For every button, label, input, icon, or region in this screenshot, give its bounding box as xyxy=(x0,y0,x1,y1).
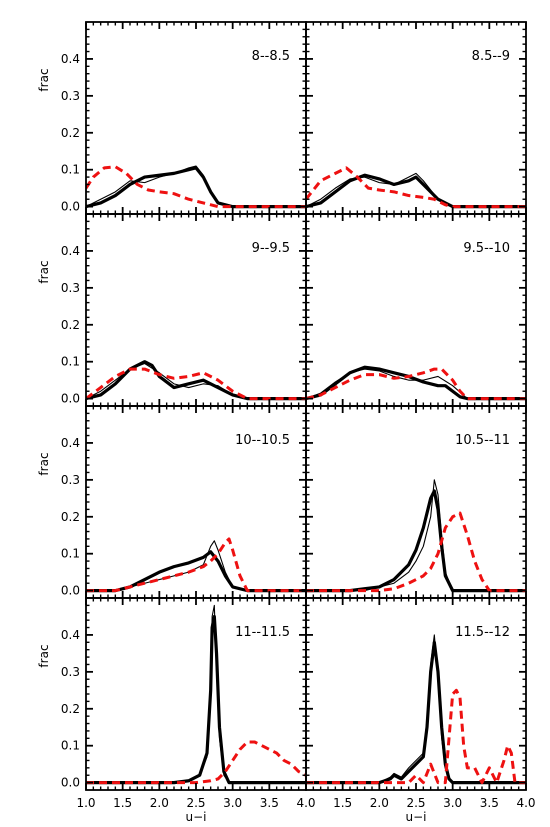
panel-11-11.5: 11--11.5 0.0 0.1 0.2 0.3 0.4 frac 1.0 1.5 2.0 2.5 3… xyxy=(37,597,316,824)
panel-10-10.5: 10--10.5 0.0 0.1 0.2 0.3 0.4 frac xyxy=(37,405,307,599)
x-tick-label: 4.0 xyxy=(516,796,535,810)
y-tick-label: 0.0 xyxy=(61,392,80,406)
series-thick-black xyxy=(86,550,306,593)
series-thick-black xyxy=(86,360,306,401)
series-thick-black xyxy=(306,640,526,785)
y-tick-label: 0.0 xyxy=(61,200,80,214)
panel-label: 9.5--10 xyxy=(463,241,510,256)
series-group xyxy=(306,365,526,401)
y-tick-label: 0.0 xyxy=(61,776,80,790)
series-thin-black xyxy=(86,362,306,400)
panel-label: 11.5--12 xyxy=(455,625,510,640)
series-red-dashed xyxy=(86,367,306,401)
panel-label: 10.5--11 xyxy=(455,433,510,448)
series-group xyxy=(86,537,306,593)
series-group xyxy=(306,634,526,785)
y-axis-label: frac xyxy=(37,68,51,91)
series-thin-black xyxy=(306,172,526,208)
series-group xyxy=(306,166,526,209)
series-red-dashed xyxy=(306,367,526,401)
panel-label: 9--9.5 xyxy=(252,241,290,256)
x-tick-label: 2.5 xyxy=(406,796,425,810)
series-thin-black xyxy=(86,604,306,784)
series-red-dashed xyxy=(306,511,526,593)
series-thin-black xyxy=(306,479,526,592)
y-tick-label: 0.2 xyxy=(61,510,80,524)
y-tick-label: 0.1 xyxy=(61,547,80,561)
series-group xyxy=(306,479,526,593)
y-tick-label: 0.2 xyxy=(61,702,80,716)
series-thin-black xyxy=(86,540,306,592)
series-thick-black xyxy=(86,166,306,209)
x-axis-label: u−i xyxy=(406,810,427,824)
y-tick-label: 0.1 xyxy=(61,355,80,369)
x-tick-label: 3.5 xyxy=(260,796,279,810)
y-axis-label: frac xyxy=(37,644,51,667)
series-red-dashed xyxy=(86,165,306,209)
x-tick-label: 1.5 xyxy=(333,796,352,810)
panel-8-8.5: 8--8.5 0.0 0.1 0.2 0.3 0.4 frac xyxy=(37,21,307,215)
series-thick-black xyxy=(306,365,526,401)
y-tick-label: 0.3 xyxy=(61,665,80,679)
y-tick-label: 0.4 xyxy=(61,244,80,258)
series-thick-black xyxy=(306,173,526,209)
panel-10.5-11: 10.5--11 xyxy=(305,405,527,599)
x-tick-label: 1.5 xyxy=(113,796,132,810)
series-red-dashed xyxy=(306,166,526,209)
x-tick-label: 2.0 xyxy=(370,796,389,810)
series-thin-black xyxy=(86,165,306,208)
series-group xyxy=(86,165,306,209)
y-tick-label: 0.4 xyxy=(61,436,80,450)
x-tick-label: 1.0 xyxy=(76,796,95,810)
y-tick-label: 0.3 xyxy=(61,281,80,295)
y-tick-label: 0.2 xyxy=(61,318,80,332)
y-axis-label: frac xyxy=(37,260,51,283)
series-thick-black xyxy=(306,489,526,593)
y-tick-label: 0.4 xyxy=(61,52,80,66)
plot-layer: 8--8.5 0.0 0.1 0.2 0.3 0.4 frac 8.5--9 9--9.5 0.0… xyxy=(37,21,536,824)
series-group xyxy=(86,604,306,785)
panel-9.5-10: 9.5--10 xyxy=(305,213,527,407)
panel-label: 10--10.5 xyxy=(235,433,290,448)
x-tick-label: 3.0 xyxy=(443,796,462,810)
y-tick-label: 0.3 xyxy=(61,89,80,103)
series-thin-black xyxy=(306,634,526,784)
y-tick-label: 0.4 xyxy=(61,628,80,642)
x-axis-label: u−i xyxy=(186,810,207,824)
series-thin-black xyxy=(306,368,526,400)
panel-label: 11--11.5 xyxy=(235,625,290,640)
x-tick-label: 3.5 xyxy=(480,796,499,810)
y-tick-label: 0.1 xyxy=(61,739,80,753)
panel-9-9.5: 9--9.5 0.0 0.1 0.2 0.3 0.4 frac xyxy=(37,213,307,407)
y-tick-label: 0.2 xyxy=(61,126,80,140)
panel-label: 8--8.5 xyxy=(252,49,290,64)
y-tick-label: 0.3 xyxy=(61,473,80,487)
series-group xyxy=(86,360,306,401)
panel-11.5-12: 11.5--12 1.5 2.0 2.5 3.0 3.5 4.0 u−i xyxy=(305,597,536,824)
y-tick-label: 0.0 xyxy=(61,584,80,598)
x-tick-label: 2.5 xyxy=(186,796,205,810)
y-axis-label: frac xyxy=(37,452,51,475)
series-red-dashed xyxy=(306,688,526,785)
series-red-dashed xyxy=(86,740,306,785)
y-tick-label: 0.1 xyxy=(61,163,80,177)
series-thick-black xyxy=(86,614,306,785)
x-tick-label: 3.0 xyxy=(223,796,242,810)
panel-label: 8.5--9 xyxy=(472,49,510,64)
series-red-dashed xyxy=(86,537,306,593)
panel-8.5-9: 8.5--9 xyxy=(305,21,527,215)
x-tick-label: 2.0 xyxy=(150,796,169,810)
x-tick-label: 4.0 xyxy=(296,796,315,810)
